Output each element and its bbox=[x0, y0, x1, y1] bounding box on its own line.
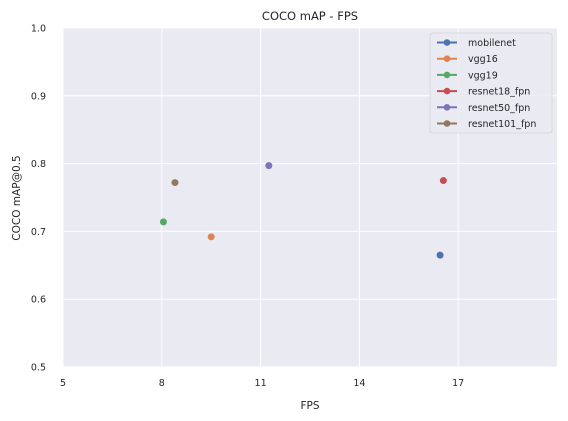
legend-marker-mobilenet bbox=[443, 39, 451, 46]
chart-title: COCO mAP - FPS bbox=[262, 9, 358, 23]
data-point-mobilenet bbox=[436, 251, 444, 259]
y-axis-label: COCO mAP@0.5 bbox=[11, 155, 23, 240]
legend-label-vgg16: vgg16 bbox=[468, 54, 498, 65]
y-tick-label: 0.7 bbox=[31, 227, 46, 238]
x-tick-label: 17 bbox=[452, 378, 464, 389]
data-point-resnet101_fpn bbox=[171, 179, 179, 187]
y-tick-label: 0.6 bbox=[31, 295, 46, 306]
x-tick-label: 14 bbox=[353, 378, 365, 389]
legend-label-resnet50_fpn: resnet50_fpn bbox=[468, 103, 530, 114]
x-tick-label: 8 bbox=[159, 378, 165, 389]
data-point-resnet50_fpn bbox=[265, 162, 273, 170]
legend-marker-resnet18_fpn bbox=[443, 87, 451, 95]
data-point-resnet18_fpn bbox=[439, 177, 447, 185]
legend-box bbox=[429, 32, 553, 134]
legend-label-resnet101_fpn: resnet101_fpn bbox=[468, 119, 536, 130]
x-tick-label: 5 bbox=[60, 378, 66, 389]
legend-marker-vgg16 bbox=[443, 55, 451, 62]
x-axis-label: FPS bbox=[300, 400, 319, 412]
y-ticks: 0.5 0.6 0.7 0.8 0.9 1.0 bbox=[31, 24, 46, 374]
y-tick-label: 0.8 bbox=[31, 159, 46, 170]
data-points bbox=[159, 162, 447, 259]
legend-marker-vgg19 bbox=[443, 71, 451, 79]
legend-marker-resnet101_fpn bbox=[443, 120, 451, 127]
x-tick-label: 11 bbox=[255, 378, 267, 389]
legend-label-resnet18_fpn: resnet18_fpn bbox=[468, 87, 530, 98]
y-tick-label: 1.0 bbox=[31, 24, 46, 35]
data-point-vgg16 bbox=[207, 233, 215, 241]
legend-marker-resnet50_fpn bbox=[443, 104, 451, 111]
legend: mobilenet vgg16 vgg19 resnet18_fpn resnet50_… bbox=[429, 32, 553, 134]
legend-label-mobilenet: mobilenet bbox=[468, 38, 516, 49]
y-tick-label: 0.5 bbox=[31, 363, 46, 374]
x-ticks: 5 8 11 14 17 bbox=[60, 378, 464, 389]
data-point-vgg19 bbox=[159, 218, 167, 226]
legend-label-vgg19: vgg19 bbox=[468, 70, 498, 81]
y-tick-label: 0.9 bbox=[31, 91, 46, 102]
